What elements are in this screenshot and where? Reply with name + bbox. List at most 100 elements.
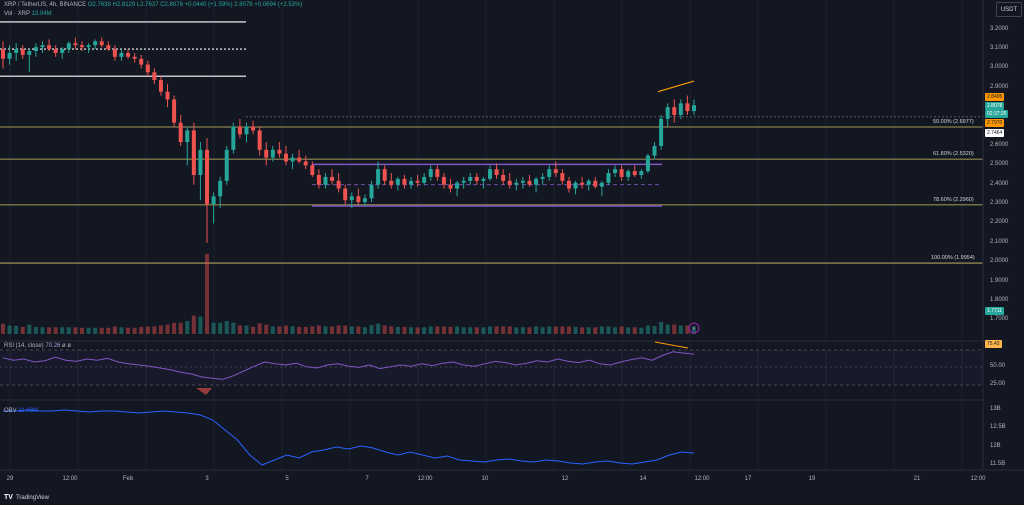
candle-body — [369, 184, 374, 199]
tradingview-logo: TV TradingView — [4, 494, 49, 501]
candle-body — [481, 178, 486, 181]
volume-bar — [613, 327, 618, 334]
horizontal-levels — [0, 21, 983, 264]
volume-bar — [14, 325, 19, 334]
volume-bar — [389, 326, 394, 334]
volume-bar — [277, 326, 282, 334]
volume-bar — [514, 327, 519, 334]
time-tick-label: 7 — [365, 476, 369, 482]
volume-bar — [205, 254, 210, 334]
divergence-rsi-line — [654, 341, 689, 349]
rsi-header: RSI (14, close) 70.26 ø ø — [4, 343, 71, 349]
candle-body — [349, 196, 354, 201]
volume-label: Vol · XRP — [4, 11, 30, 17]
volume-bar — [60, 327, 65, 334]
candle-body — [362, 198, 367, 203]
volume-bar — [86, 327, 91, 334]
candle-body — [73, 43, 78, 46]
volume-bar — [599, 326, 604, 334]
volume-bar — [553, 326, 558, 334]
candle-body — [211, 196, 216, 205]
price-tag-high: 2.8405 — [985, 93, 1005, 101]
volume-bar — [540, 327, 545, 334]
volume-bar — [606, 326, 611, 334]
volume-bar — [330, 326, 335, 334]
rsi-pane — [0, 341, 983, 395]
time-tick-label: 14 — [639, 476, 647, 482]
time-tick-label: 29 — [6, 476, 14, 482]
candle-body — [303, 161, 308, 166]
volume-bar — [409, 327, 414, 334]
price-tick-label: 2.0000 — [990, 258, 1009, 265]
candle-body — [132, 56, 137, 59]
candle-body — [185, 130, 190, 143]
candle-body — [237, 126, 242, 135]
candle-body — [534, 178, 539, 185]
candle-body — [112, 49, 117, 57]
volume-bar — [20, 326, 25, 334]
candle-body — [14, 49, 19, 53]
volume-bar — [7, 325, 12, 334]
volume-bar — [211, 322, 216, 334]
volume-bar — [93, 327, 98, 334]
volume-bar — [356, 326, 361, 334]
symbol-header: XRP / TetherUS, 4h, BINANCE O2.7638 H2.8… — [4, 2, 302, 8]
candle-body — [527, 180, 532, 185]
candle-body — [645, 155, 650, 172]
volume-bar — [290, 326, 295, 334]
volume-bar — [435, 326, 440, 334]
candle-body — [652, 145, 657, 156]
candle-body — [507, 180, 512, 185]
volume-bar — [185, 321, 190, 334]
volume-bar — [283, 325, 288, 334]
volume-bar — [303, 326, 308, 334]
candle-body — [336, 180, 341, 189]
volume-value: 13.04M — [31, 11, 52, 17]
volume-bar — [310, 326, 315, 334]
volume-bar — [672, 324, 677, 334]
candle-body — [665, 107, 670, 119]
volume-bar — [47, 327, 52, 334]
price-tag-last: 2.8078 — [985, 102, 1005, 110]
candlesticks — [1, 37, 696, 243]
candle-body — [126, 52, 131, 57]
candle-body — [224, 149, 229, 181]
candle-body — [139, 58, 144, 65]
candle-body — [626, 171, 631, 177]
candle-body — [560, 173, 565, 181]
currency-button[interactable]: USDT — [996, 2, 1022, 17]
volume-bar — [422, 327, 427, 334]
volume-bar — [501, 326, 506, 334]
candle-body — [514, 182, 519, 185]
candle-body — [573, 182, 578, 189]
alert-icon[interactable] — [688, 322, 700, 334]
volume-bar — [652, 325, 657, 334]
candle-body — [692, 105, 696, 112]
candle-body — [448, 184, 453, 189]
candle-body — [33, 47, 38, 51]
price-tick-label: 2.5000 — [990, 161, 1009, 168]
price-tick-label: 1.8000 — [990, 296, 1009, 303]
candle-body — [79, 45, 84, 48]
volume-bar — [481, 327, 486, 334]
volume-bar — [343, 325, 348, 334]
candle-body — [244, 126, 249, 135]
ohlc-values: O2.7638 H2.8129 L2.7637 C2.8078 +0.0440 … — [87, 2, 303, 8]
candle-body — [198, 149, 203, 175]
candle-body — [205, 149, 210, 205]
candle-body — [99, 41, 104, 46]
candle-body — [441, 176, 446, 185]
candle-body — [474, 176, 479, 181]
candle-body — [283, 153, 288, 162]
countdown-tag: 02:37:26 — [985, 110, 1009, 118]
candle-body — [172, 99, 177, 123]
candle-body — [389, 180, 394, 185]
candle-body — [323, 176, 328, 185]
obv-header: OBV 11.88M — [4, 408, 38, 414]
candle-body — [106, 45, 111, 50]
candle-body — [494, 169, 499, 175]
candle-body — [27, 51, 32, 55]
volume-bar — [257, 323, 262, 334]
candle-body — [152, 72, 157, 81]
